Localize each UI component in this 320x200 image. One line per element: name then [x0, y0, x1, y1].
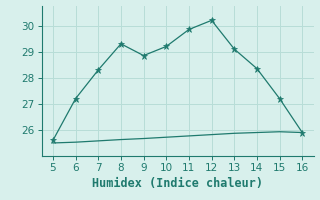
X-axis label: Humidex (Indice chaleur): Humidex (Indice chaleur)	[92, 177, 263, 190]
